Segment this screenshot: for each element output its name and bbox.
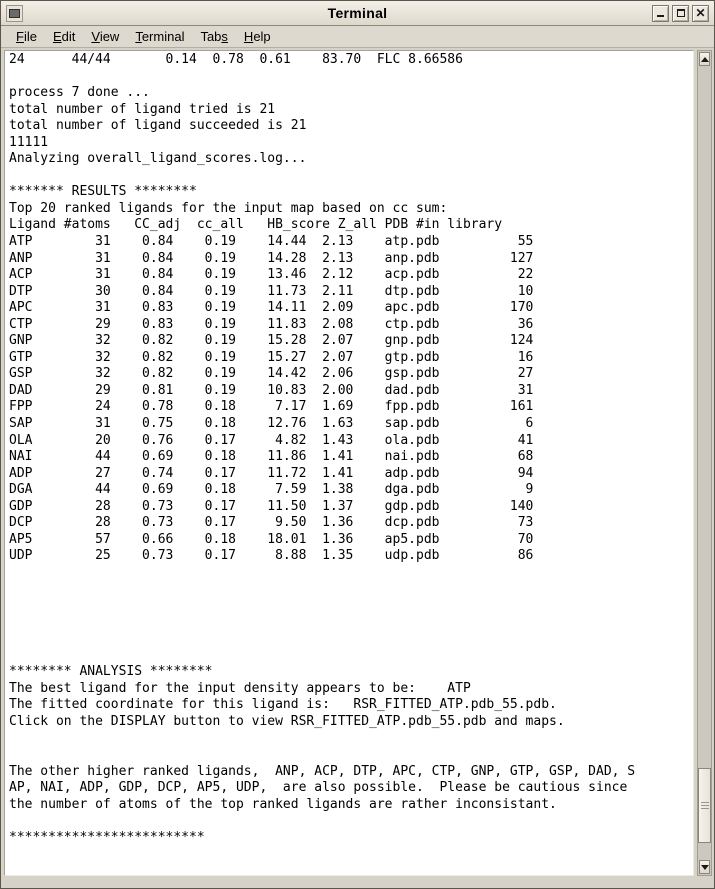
menu-terminal-mnemonic: T [135,29,142,44]
menu-edit-mnemonic: E [52,29,62,44]
menu-item-file[interactable]: File [9,28,44,45]
window-status-strip [1,879,714,888]
maximize-icon [676,9,685,17]
terminal-screen[interactable]: 24 44/44 0.14 0.78 0.61 83.70 FLC 8.6658… [4,50,694,876]
menu-terminal-post: erminal [141,29,185,44]
close-icon: ✕ [695,6,706,20]
menu-file-post: ile [23,29,37,44]
window-controls: ✕ [652,4,711,22]
menu-bar: File Edit View Terminal Tabs Help [1,26,714,48]
terminal-output: 24 44/44 0.14 0.78 0.61 83.70 FLC 8.6658… [9,52,636,845]
menu-item-terminal[interactable]: Terminal [128,28,191,45]
vertical-scrollbar[interactable] [697,50,712,876]
scrollbar-grip-icon [700,800,709,811]
menu-edit-post: dit [61,29,76,44]
menu-file-mnemonic: F [16,29,24,44]
window-title: Terminal [327,5,388,21]
scrollbar-track[interactable] [698,67,711,859]
menu-help-post: elp [253,29,271,44]
scrollbar-thumb[interactable] [698,767,711,844]
menu-help-mnemonic: H [243,29,254,44]
title-bar[interactable]: Terminal ✕ [1,1,714,26]
menu-item-help[interactable]: Help [237,28,278,45]
menu-tabs-mnemonic: s [221,29,228,44]
menu-item-edit[interactable]: Edit [46,28,82,45]
terminal-window-icon[interactable] [6,4,23,22]
menu-item-view[interactable]: View [84,28,126,45]
menu-tabs-pre: Tab [200,29,222,44]
minimize-icon [657,14,664,17]
maximize-button[interactable] [672,4,689,22]
close-button[interactable]: ✕ [692,4,709,22]
scroll-down-arrow-icon [700,864,709,870]
menu-item-tabs[interactable]: Tabs [193,28,234,45]
scroll-up-arrow-icon [700,56,709,62]
terminal-icon-screen [9,8,20,18]
terminal-body: 24 44/44 0.14 0.78 0.61 83.70 FLC 8.6658… [1,48,714,879]
menu-view-mnemonic: V [91,29,100,44]
menu-view-post: iew [99,29,120,44]
scroll-up-button[interactable] [699,52,710,66]
scroll-down-button[interactable] [699,860,710,874]
minimize-button[interactable] [652,4,669,22]
